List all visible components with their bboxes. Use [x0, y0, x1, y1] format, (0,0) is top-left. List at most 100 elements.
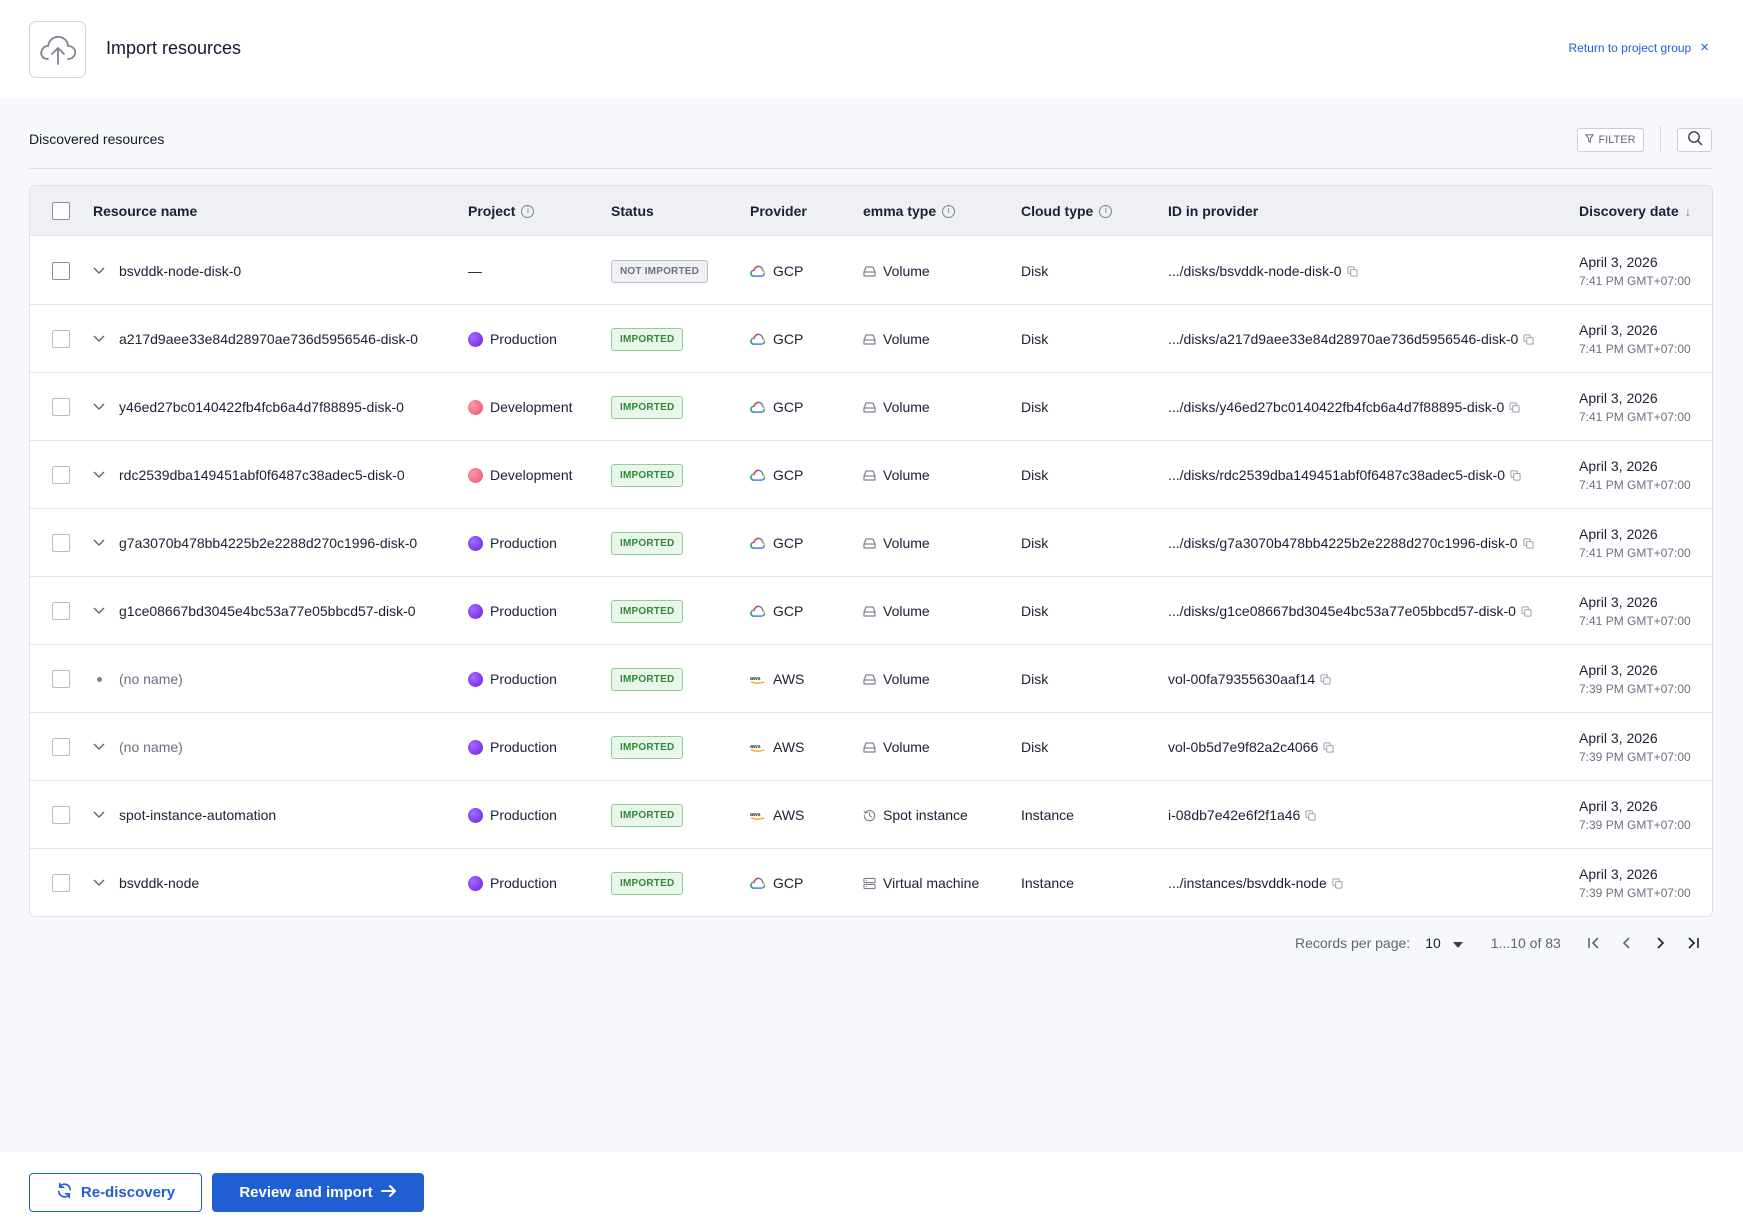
copy-icon[interactable] [1522, 537, 1534, 549]
copy-icon[interactable] [1521, 605, 1532, 617]
column-label: Project [468, 203, 516, 219]
copy-icon[interactable] [1346, 265, 1358, 277]
chevron-down-icon[interactable] [92, 871, 106, 895]
table-row[interactable]: (no name) Production IMPORTED aws AWS Vo… [30, 645, 1712, 713]
caret-down-icon [1452, 935, 1463, 951]
spot-instance-icon [863, 809, 876, 822]
next-page-button[interactable] [1649, 932, 1671, 954]
row-checkbox[interactable] [52, 398, 70, 416]
discovery-date: April 3, 2026 [1579, 866, 1658, 882]
gcp-icon [750, 537, 765, 549]
chevron-left-icon [1622, 937, 1630, 949]
emma-type-name: Volume [883, 739, 930, 755]
row-checkbox[interactable] [52, 262, 70, 280]
provider-id: .../disks/bsvddk-node-disk-0 [1168, 263, 1342, 279]
copy-icon[interactable] [1510, 469, 1521, 481]
gcp-icon [750, 401, 765, 413]
table-row[interactable]: y46ed27bc0140422fb4fcb6a4d7f88895-disk-0… [30, 373, 1712, 441]
discovery-date-cell: April 3, 2026 7:39 PM GMT+07:00 [1579, 781, 1691, 849]
row-checkbox[interactable] [52, 874, 70, 892]
table-row[interactable]: (no name) Production IMPORTED aws AWS Vo… [30, 713, 1712, 781]
resource-name: bsvddk-node [119, 875, 200, 891]
svg-text:aws: aws [750, 811, 761, 817]
project-cell: Production [468, 645, 557, 713]
chevron-down-icon[interactable] [92, 395, 106, 419]
table-row[interactable]: g7a3070b478bb4225b2e2288d270c1996-disk-0… [30, 509, 1712, 577]
rediscovery-button[interactable]: Re-discovery [29, 1173, 202, 1212]
status-cell: IMPORTED [611, 645, 684, 713]
last-page-button[interactable] [1682, 932, 1704, 954]
chevron-down-icon[interactable] [92, 735, 106, 759]
project-name: Production [490, 739, 557, 755]
previous-page-button[interactable] [1616, 932, 1638, 954]
status-badge: IMPORTED [611, 599, 684, 623]
project-name: Production [490, 535, 557, 551]
provider-id: i-08db7e42e6f2f1a46 [1168, 807, 1301, 823]
status-badge: IMPORTED [611, 531, 684, 555]
volume-icon [863, 401, 876, 413]
column-emma-type: emma type i [863, 203, 956, 219]
close-icon[interactable]: × [1700, 39, 1709, 56]
first-page-button[interactable] [1583, 932, 1605, 954]
table-row[interactable]: spot-instance-automation Production IMPO… [30, 781, 1712, 849]
gcp-icon [750, 469, 765, 481]
row-checkbox[interactable] [52, 670, 70, 688]
cloud-type: Disk [1021, 739, 1049, 755]
table-row[interactable]: a217d9aee33e84d28970ae736d5956546-disk-0… [30, 305, 1712, 373]
column-discovery-date[interactable]: Discovery date ↓ [1579, 203, 1691, 219]
row-checkbox[interactable] [52, 330, 70, 348]
resource-name: spot-instance-automation [119, 807, 277, 823]
resource-name: y46ed27bc0140422fb4fcb6a4d7f88895-disk-0 [119, 399, 404, 415]
copy-icon[interactable] [1305, 809, 1316, 821]
sort-descending-icon[interactable]: ↓ [1684, 203, 1692, 219]
info-icon[interactable]: i [1099, 204, 1113, 218]
info-icon[interactable]: i [521, 204, 535, 218]
chevron-down-icon[interactable] [92, 803, 106, 827]
filter-button[interactable]: FILTER [1577, 128, 1644, 152]
search-button[interactable] [1677, 128, 1712, 152]
chevron-down-icon[interactable] [92, 599, 106, 623]
status-badge: IMPORTED [611, 395, 684, 419]
discovery-time: 7:41 PM GMT+07:00 [1579, 410, 1691, 424]
provider-name: GCP [773, 399, 804, 415]
project-name: Production [490, 875, 557, 891]
project-color-icon [468, 671, 483, 687]
chevron-down-icon[interactable] [92, 327, 106, 351]
search-icon [1687, 130, 1703, 151]
copy-icon[interactable] [1509, 401, 1520, 413]
copy-icon[interactable] [1523, 333, 1534, 345]
return-to-project-group-link[interactable]: Return to project group × [1568, 39, 1709, 56]
table-row[interactable]: rdc2539dba149451abf0f6487c38adec5-disk-0… [30, 441, 1712, 509]
row-checkbox[interactable] [52, 466, 70, 484]
copy-icon[interactable] [1320, 673, 1331, 685]
resource-name: (no name) [119, 739, 183, 755]
discovery-date: April 3, 2026 [1579, 390, 1658, 406]
table-row[interactable]: bsvddk-node Production IMPORTED GCP Virt… [30, 849, 1712, 916]
row-checkbox[interactable] [52, 806, 70, 824]
select-all-checkbox[interactable] [52, 202, 70, 220]
column-cloud-type: Cloud type i [1021, 203, 1113, 219]
emma-type-cell: Volume [863, 237, 930, 305]
records-per-page-select[interactable]: 10 [1425, 935, 1463, 951]
table-row[interactable]: bsvddk-node-disk-0 — NOT IMPORTED GCP Vo… [30, 237, 1712, 305]
column-label: Discovery date [1579, 203, 1679, 219]
row-checkbox[interactable] [52, 602, 70, 620]
chevron-down-icon[interactable] [92, 463, 106, 487]
discovery-date-cell: April 3, 2026 7:39 PM GMT+07:00 [1579, 713, 1691, 781]
table-row[interactable]: g1ce08667bd3045e4bc53a77e05bbcd57-disk-0… [30, 577, 1712, 645]
copy-icon[interactable] [1323, 741, 1334, 753]
provider-name: AWS [773, 671, 805, 687]
column-label: ID in provider [1168, 203, 1259, 219]
review-and-import-button[interactable]: Review and import [212, 1173, 424, 1212]
provider-cell: GCP [750, 373, 803, 441]
discovery-date-cell: April 3, 2026 7:41 PM GMT+07:00 [1579, 305, 1691, 373]
info-icon[interactable]: i [942, 204, 956, 218]
emma-type-name: Volume [883, 535, 930, 551]
row-checkbox[interactable] [52, 534, 70, 552]
copy-icon[interactable] [1332, 877, 1343, 889]
project-color-icon [468, 875, 483, 891]
row-checkbox[interactable] [52, 738, 70, 756]
chevron-down-icon[interactable] [92, 259, 106, 283]
chevron-down-icon[interactable] [92, 531, 106, 555]
resources-table: Resource name Project i Status Provider e… [29, 185, 1713, 917]
